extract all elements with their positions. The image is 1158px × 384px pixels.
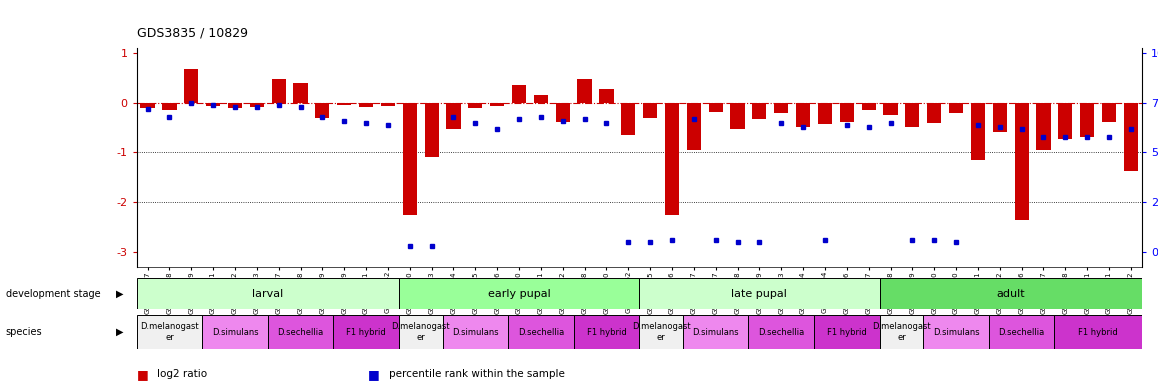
Bar [923, 315, 989, 349]
Text: species: species [6, 327, 43, 337]
Text: D.melanogast
er: D.melanogast er [140, 323, 199, 342]
Text: F1 hybrid: F1 hybrid [1078, 328, 1117, 337]
Text: D.melanogast
er: D.melanogast er [872, 323, 931, 342]
Bar [334, 315, 398, 349]
Text: F1 hybrid: F1 hybrid [346, 328, 386, 337]
Bar [906, 103, 919, 127]
Bar [398, 278, 639, 309]
Bar [683, 315, 748, 349]
Text: log2 ratio: log2 ratio [157, 369, 207, 379]
Bar [573, 315, 639, 349]
Bar [267, 315, 334, 349]
Bar [250, 103, 264, 107]
Text: D.sechellia: D.sechellia [518, 328, 564, 337]
Bar [948, 103, 963, 113]
Bar [1058, 103, 1072, 139]
Text: development stage: development stage [6, 289, 101, 299]
Bar [446, 103, 461, 129]
Bar [1123, 103, 1138, 171]
Bar [293, 83, 308, 103]
Bar [665, 103, 679, 215]
Bar [442, 315, 508, 349]
Bar [989, 315, 1055, 349]
Bar [512, 85, 526, 103]
Bar [1036, 103, 1050, 150]
Bar [775, 103, 789, 113]
Bar [398, 315, 442, 349]
Bar [137, 315, 203, 349]
Text: D.sechellia: D.sechellia [758, 328, 805, 337]
Bar [381, 103, 395, 106]
Bar [137, 278, 398, 309]
Bar [272, 79, 286, 103]
Text: GDS3835 / 10829: GDS3835 / 10829 [137, 27, 248, 40]
Text: D.melanogast
er: D.melanogast er [391, 323, 450, 342]
Text: D.simulans: D.simulans [212, 328, 258, 337]
Bar [709, 103, 723, 112]
Bar [600, 89, 614, 103]
Bar [1014, 103, 1028, 220]
Text: D.sechellia: D.sechellia [998, 328, 1045, 337]
Bar [643, 103, 658, 118]
Bar [992, 103, 1006, 132]
Bar [425, 103, 439, 157]
Text: early pupal: early pupal [488, 289, 550, 299]
Bar [162, 103, 176, 110]
Bar [203, 315, 267, 349]
Text: F1 hybrid: F1 hybrid [587, 328, 626, 337]
Bar [1055, 315, 1142, 349]
Text: ■: ■ [137, 368, 148, 381]
Text: late pupal: late pupal [732, 289, 787, 299]
Bar [687, 103, 701, 150]
Bar [140, 103, 155, 108]
Bar [359, 103, 373, 107]
Bar [880, 315, 923, 349]
Bar [639, 278, 880, 309]
Bar [840, 103, 853, 122]
Bar [748, 315, 814, 349]
Bar [534, 95, 548, 103]
Bar [818, 103, 833, 124]
Text: D.melanogast
er: D.melanogast er [632, 323, 690, 342]
Text: percentile rank within the sample: percentile rank within the sample [389, 369, 565, 379]
Bar [315, 103, 330, 118]
Text: ■: ■ [368, 368, 380, 381]
Bar [621, 103, 636, 135]
Bar [884, 103, 897, 115]
Bar [862, 103, 875, 110]
Bar [228, 103, 242, 108]
Text: adult: adult [996, 289, 1025, 299]
Text: D.simulans: D.simulans [692, 328, 739, 337]
Text: D.simulans: D.simulans [452, 328, 499, 337]
Bar [490, 103, 504, 106]
Text: F1 hybrid: F1 hybrid [827, 328, 866, 337]
Bar [206, 103, 220, 106]
Bar [184, 69, 198, 103]
Bar [796, 103, 811, 127]
Bar [731, 103, 745, 129]
Bar [468, 103, 483, 108]
Bar [753, 103, 767, 119]
Bar [1080, 103, 1094, 137]
Bar [578, 79, 592, 103]
Text: larval: larval [252, 289, 284, 299]
Bar [880, 278, 1142, 309]
Bar [639, 315, 683, 349]
Bar [337, 103, 351, 105]
Bar [928, 103, 941, 122]
Bar [556, 103, 570, 122]
Bar [814, 315, 880, 349]
Text: D.simulans: D.simulans [932, 328, 980, 337]
Text: D.sechellia: D.sechellia [278, 328, 323, 337]
Bar [970, 103, 985, 160]
Bar [508, 315, 573, 349]
Text: ▶: ▶ [116, 289, 123, 299]
Text: ▶: ▶ [116, 327, 123, 337]
Bar [1102, 103, 1116, 122]
Bar [403, 103, 417, 215]
